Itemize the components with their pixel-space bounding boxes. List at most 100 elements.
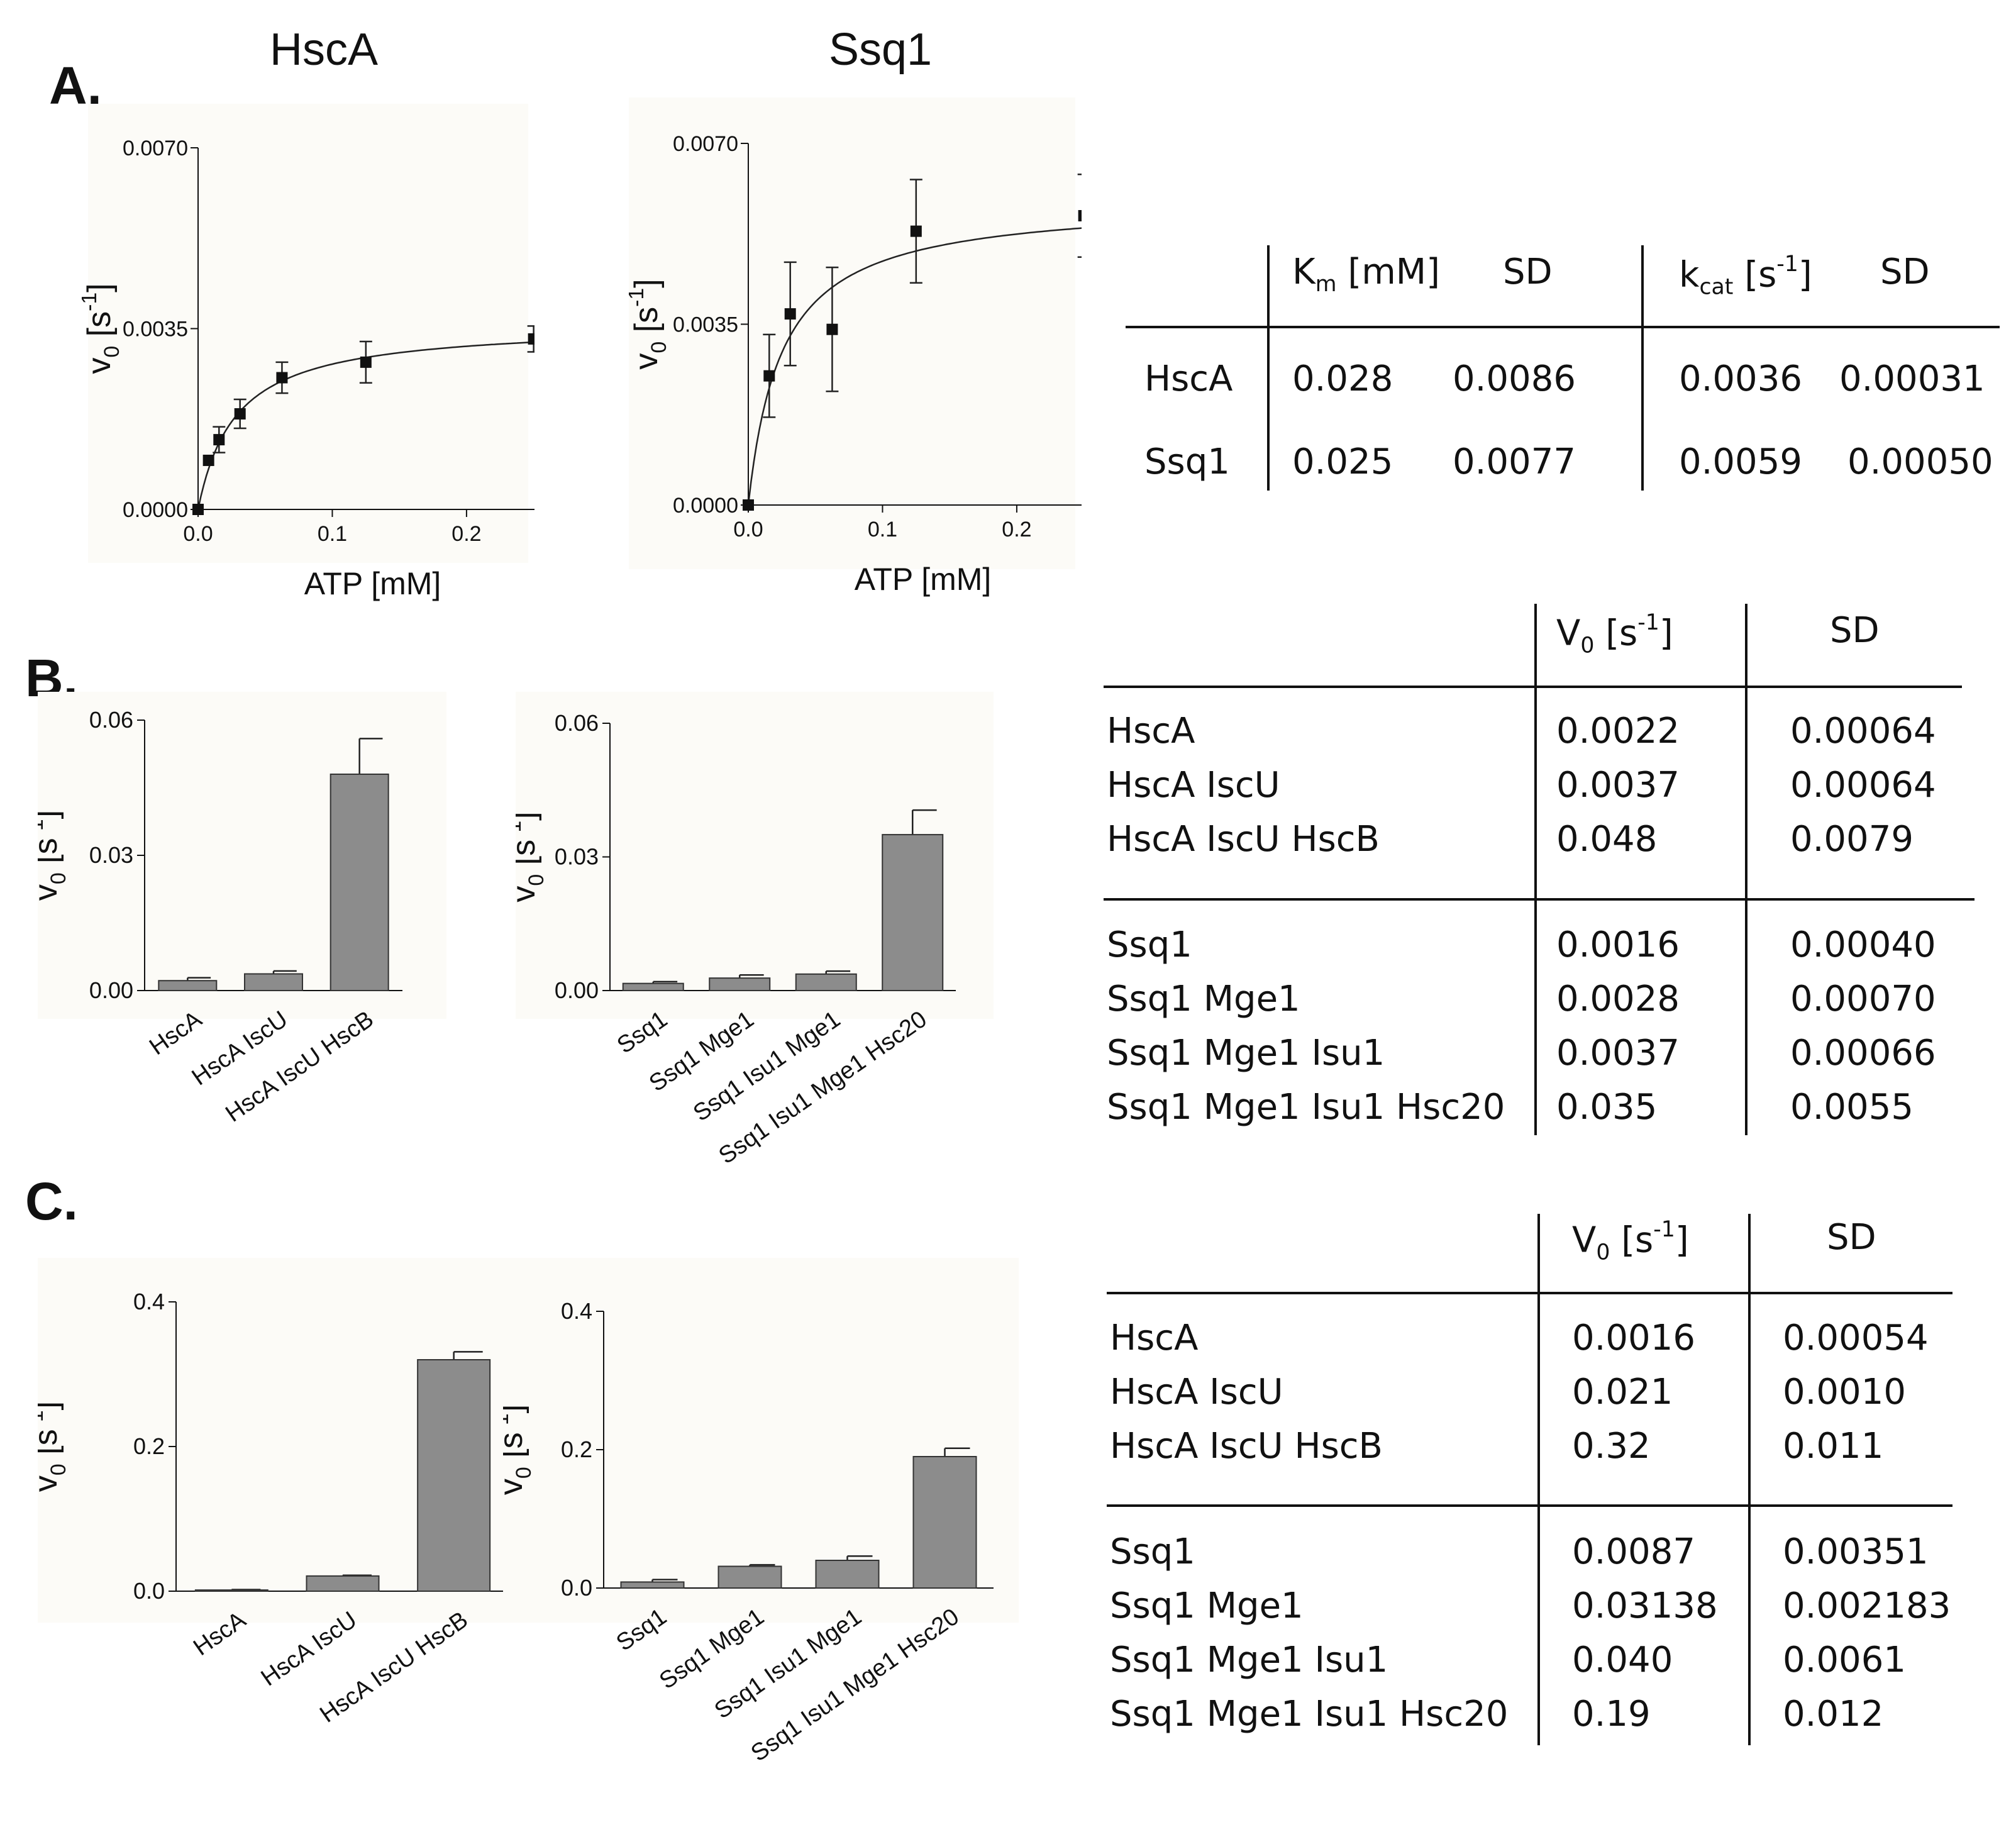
- y-tick-label: 0.00: [89, 977, 133, 1003]
- kinetics-table: Km [mM] SD kcat [s-1] SD HscA 0.028 0.00…: [1126, 239, 2006, 503]
- data-point: [192, 504, 204, 515]
- sd-value: 0.00066: [1790, 1033, 1936, 1074]
- sd-value: 0.00040: [1790, 925, 1936, 965]
- row-label: Ssq1: [1110, 1531, 1195, 1572]
- header-km: Km [mM]: [1292, 252, 1440, 297]
- table-divider: [1104, 898, 1974, 901]
- category-label: HscA IscU HscB: [221, 1006, 379, 1128]
- km-sd-value: 0.0086: [1453, 358, 1576, 399]
- km-value: 0.025: [1292, 442, 1393, 482]
- v0-value: 0.19: [1572, 1694, 1651, 1735]
- sd-value: 0.012: [1783, 1694, 1884, 1735]
- sd-value: 0.00054: [1783, 1318, 1929, 1358]
- sd-value: 0.0010: [1783, 1372, 1906, 1413]
- y-tick-label: 0.2: [133, 1433, 165, 1459]
- v0-value: 0.040: [1572, 1640, 1673, 1680]
- y-tick-label: 0.0000: [123, 498, 188, 522]
- x-tick-label: 0.0: [733, 518, 763, 542]
- header-v0: V0 [s-1]: [1572, 1217, 1689, 1265]
- column-title-ssq1: Ssq1: [828, 25, 933, 75]
- sd-value: 0.0061: [1783, 1640, 1906, 1680]
- y-tick-label: 0.4: [561, 1298, 592, 1324]
- y-tick-label: 0.00: [555, 977, 599, 1003]
- data-point: [213, 434, 225, 446]
- y-axis-label: v0 [s-1]: [503, 1404, 536, 1495]
- data-point: [360, 356, 372, 368]
- table-divider: [1267, 245, 1270, 491]
- row-label: Ssq1 Mge1 Isu1 Hsc20: [1107, 1087, 1505, 1128]
- data-point: [910, 225, 922, 237]
- x-tick-label: 0.0: [183, 522, 213, 546]
- table-divider: [1748, 1214, 1751, 1745]
- y-tick-label: 0.0070: [123, 136, 188, 160]
- table-divider: [1537, 1214, 1540, 1745]
- v0-value: 0.0028: [1556, 979, 1680, 1019]
- header-kcat: kcat [s-1]: [1679, 252, 1812, 300]
- row-label: HscA IscU: [1110, 1372, 1283, 1413]
- row-label: Ssq1 Mge1 Isu1 Hsc20: [1110, 1694, 1509, 1735]
- y-axis-label: v0 [s-1]: [38, 1401, 70, 1492]
- y-axis-label: v0 [s-1]: [82, 283, 124, 374]
- x-tick-label: 0.2: [1002, 518, 1031, 542]
- data-point: [528, 333, 534, 345]
- row-label: HscA IscU: [1107, 765, 1280, 806]
- v0-value: 0.0016: [1572, 1318, 1695, 1358]
- plot-background: [88, 104, 528, 563]
- v0-value: 0.035: [1556, 1087, 1658, 1128]
- row-label: Ssq1: [1144, 442, 1230, 482]
- x-tick-label: 0.1: [318, 522, 347, 546]
- row-label: HscA: [1107, 711, 1195, 752]
- sd-value: 0.00064: [1790, 765, 1936, 806]
- v0-value: 0.0037: [1556, 765, 1680, 806]
- table-b: V0 [s-1] SD HscA 0.0022 0.00064 HscA Isc…: [1104, 604, 1984, 1138]
- bar: [882, 834, 944, 991]
- y-tick-label: 0.2: [561, 1436, 592, 1462]
- km-sd-value: 0.0077: [1453, 442, 1576, 482]
- category-label: Ssq1 Isu1 Mge1: [689, 1006, 845, 1127]
- sd-value: 0.002183: [1783, 1586, 1951, 1626]
- bar: [795, 973, 857, 991]
- sd-value: 0.0055: [1790, 1087, 1914, 1128]
- km-value: 0.028: [1292, 358, 1393, 399]
- x-axis-label: ATP [mM]: [304, 566, 441, 601]
- y-tick-label: 0.0035: [123, 318, 188, 342]
- kcat-sd-value: 0.00050: [1847, 442, 1993, 482]
- bar: [709, 977, 771, 991]
- y-tick-label: 0.0: [561, 1575, 592, 1601]
- y-tick-label: 0.06: [555, 710, 599, 736]
- row-label: Ssq1 Mge1 Isu1: [1107, 1033, 1385, 1074]
- header-kcat-sd: SD: [1880, 252, 1930, 292]
- kcat-sd-value: 0.00031: [1839, 358, 1985, 399]
- x-tick-label: 0.1: [868, 518, 897, 542]
- y-axis-label: v0 [s-1]: [516, 811, 548, 902]
- v0-value: 0.0016: [1556, 925, 1680, 965]
- bar: [194, 1589, 269, 1592]
- v0-value: 0.32: [1572, 1426, 1651, 1467]
- column-title-hsca: HscA: [269, 25, 379, 75]
- plot-background: [629, 97, 1075, 569]
- data-point: [234, 408, 246, 420]
- sd-value: 0.00064: [1790, 711, 1936, 752]
- panel-letter-c: C.: [25, 1172, 78, 1231]
- bar: [912, 1456, 977, 1589]
- kcat-value: 0.0036: [1679, 358, 1802, 399]
- data-point: [784, 308, 796, 320]
- v0-value: 0.0037: [1556, 1033, 1680, 1074]
- row-label: HscA: [1110, 1318, 1199, 1358]
- row-label: HscA IscU HscB: [1107, 819, 1380, 860]
- row-label: Ssq1 Mge1 Isu1: [1110, 1640, 1388, 1680]
- y-axis-label: v0 [s-1]: [38, 810, 70, 901]
- table-c: V0 [s-1] SD HscA 0.0016 0.00054 HscA Isc…: [1107, 1214, 1987, 1748]
- table-divider: [1104, 686, 1962, 688]
- header-sd: SD: [1830, 610, 1880, 651]
- y-tick-label: 0.06: [89, 707, 133, 733]
- y-tick-label: 0.4: [133, 1289, 165, 1314]
- chart-a-ssq1: 0.0000 0.0035 0.0070 0.0 0.1 0.2 ATP [mM] v0 [s…: [629, 97, 1082, 597]
- data-point: [276, 372, 288, 384]
- v0-value: 0.03138: [1572, 1586, 1718, 1626]
- row-label: Ssq1: [1107, 925, 1192, 965]
- y-tick-label: 0.0: [133, 1578, 165, 1604]
- bar: [330, 774, 389, 991]
